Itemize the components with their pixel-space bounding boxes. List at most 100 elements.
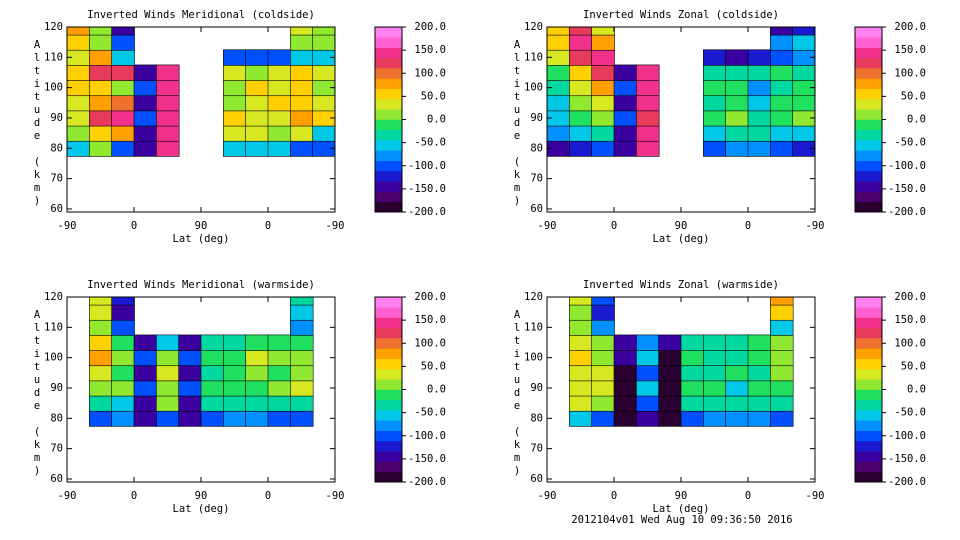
colorbar-band (375, 181, 402, 192)
cell (245, 140, 269, 157)
cell (200, 380, 225, 397)
cell (156, 334, 180, 351)
cell (770, 79, 794, 97)
cell (156, 64, 180, 81)
colorbar-tick-label: 150.0 (894, 44, 926, 56)
y-tick-label: 80 (50, 412, 63, 424)
cell (89, 140, 113, 157)
cell (569, 349, 593, 367)
cell (245, 334, 269, 351)
colorbar-band (855, 358, 882, 370)
colorbar-band (375, 420, 402, 431)
colorbar-band (375, 170, 402, 182)
cell (703, 334, 727, 351)
y-tick-label: 110 (44, 51, 63, 63)
cell (569, 34, 593, 51)
colorbar-tick-label: 200.0 (414, 291, 446, 303)
cell (725, 110, 749, 127)
cell (133, 110, 158, 127)
cell (133, 79, 158, 97)
cell (89, 94, 113, 112)
cell (267, 380, 292, 397)
cell (290, 349, 314, 367)
x-tick-label: -90 (326, 220, 345, 232)
cell (725, 49, 749, 66)
cell (290, 64, 314, 81)
cell (290, 125, 314, 142)
cell (178, 334, 202, 351)
colorbar-band (855, 451, 882, 462)
colorbar-band (855, 119, 882, 131)
cell (613, 395, 638, 412)
cell (267, 49, 292, 66)
cell (290, 34, 314, 51)
y-tick-label: 120 (44, 21, 63, 33)
x-tick-label: -90 (806, 490, 825, 502)
cell (156, 349, 180, 367)
cell (223, 94, 247, 112)
cell (591, 79, 615, 97)
cell (133, 349, 158, 367)
cell (547, 34, 571, 51)
colorbar-band (375, 358, 402, 370)
cell (770, 395, 794, 412)
colorbar-band (375, 410, 402, 421)
x-tick-label: 90 (675, 490, 688, 502)
colorbar-band (855, 461, 882, 473)
y-tick-label: 60 (530, 473, 543, 485)
cell (591, 334, 615, 351)
cell (636, 395, 660, 412)
cell (680, 410, 705, 427)
x-tick-label: -90 (58, 220, 77, 232)
colorbar-band (855, 109, 882, 120)
cell (636, 349, 660, 367)
cell (747, 364, 772, 382)
colorbar-tick-label: -100.0 (888, 430, 926, 442)
cell (290, 49, 314, 66)
cell (636, 140, 660, 157)
cell (591, 349, 615, 367)
x-tick-label: 90 (675, 220, 688, 232)
cell (267, 395, 292, 412)
cell (200, 410, 225, 427)
colorbar-tick-label: 150.0 (414, 314, 446, 326)
cell (133, 94, 158, 112)
cell (245, 110, 269, 127)
colorbar-band (855, 191, 882, 203)
colorbar-band (855, 327, 882, 339)
y-tick-label: 60 (50, 203, 63, 215)
y-tick-label: 70 (530, 173, 543, 185)
colorbar-band (855, 170, 882, 182)
cell (245, 125, 269, 142)
cell (613, 94, 638, 112)
colorbar-band (855, 98, 882, 110)
colorbar-band (375, 201, 402, 213)
y-tick-label: 100 (44, 352, 63, 364)
cell (200, 349, 225, 367)
colorbar-band (855, 181, 882, 192)
cell (747, 410, 772, 427)
cell (245, 79, 269, 97)
x-axis-label: Lat (deg) (173, 233, 230, 245)
panel: 60 70 80 90 100 110 120 -90 0 90 0 -90 Inverted Wind… (31, 279, 446, 515)
cell (703, 110, 727, 127)
cell (89, 380, 113, 397)
colorbar-band (375, 140, 402, 151)
colorbar-band (855, 379, 882, 390)
x-tick-label: 0 (611, 220, 617, 232)
colorbar-tick-label: 100.0 (414, 337, 446, 349)
cell (156, 395, 180, 412)
colorbar-tick-label: 50.0 (421, 360, 446, 372)
colorbar-band (855, 57, 882, 69)
cell (133, 64, 158, 81)
cell (245, 395, 269, 412)
colorbar-tick-label: 150.0 (894, 314, 926, 326)
cell (591, 304, 615, 321)
colorbar-tick-label: 200.0 (414, 21, 446, 33)
cell (770, 64, 794, 81)
cell (200, 364, 225, 382)
x-tick-label: 0 (131, 490, 137, 502)
cell (111, 395, 135, 412)
colorbar-band (375, 129, 402, 141)
cell (156, 94, 180, 112)
